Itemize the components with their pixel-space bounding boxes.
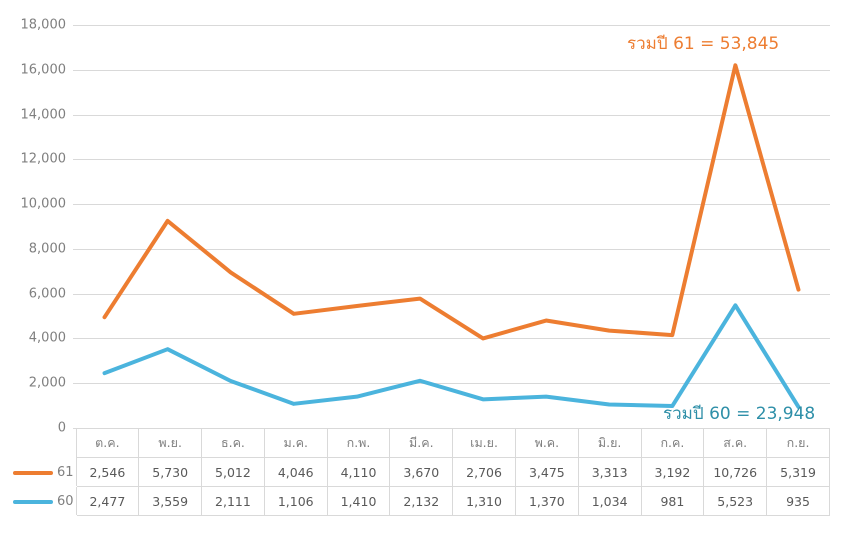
gridline (73, 383, 830, 385)
series-line-61 (102, 63, 801, 341)
legend-cell-60: 60 (8, 486, 77, 516)
table-cell: 2,546 (75, 457, 140, 487)
table-cell: 935 (766, 486, 830, 516)
table-cell: 3,670 (389, 457, 454, 487)
table-col-header: ก.ค. (640, 428, 705, 458)
table-cell: 3,559 (138, 486, 203, 516)
table-cell: 1,310 (452, 486, 516, 516)
table-cell: 3,475 (514, 457, 579, 487)
legend-label: 60 (56, 494, 74, 509)
table-cell: 1,410 (326, 486, 391, 516)
annotation-total-61: รวมปี 61 = 53,845 (627, 34, 780, 54)
gridline (73, 114, 830, 116)
gridline (73, 69, 830, 71)
chart-data-table: ต.ค. พ.ย. ธ.ค. ม.ค. ก.พ. มี.ค. เม.ย. พ.ค. มิ.ย. ก… (8, 428, 830, 516)
gridline (73, 248, 830, 250)
table-col-header: ส.ค. (703, 428, 768, 458)
table-cell: 4,046 (263, 457, 328, 487)
y-axis-tick-label: 16,000 (20, 62, 67, 78)
y-axis-tick-label: 12,000 (20, 151, 67, 167)
table-cell: 1,370 (514, 486, 579, 516)
gridline (73, 338, 830, 340)
y-axis-tick-label: 18,000 (20, 17, 67, 33)
table-header-row: ต.ค. พ.ย. ธ.ค. ม.ค. ก.พ. มี.ค. เม.ย. พ.ค. มิ.ย. ก… (9, 428, 830, 458)
table-col-header: ก.ย. (766, 428, 830, 458)
table-cell: 981 (640, 486, 705, 516)
legend-swatch-icon (12, 499, 53, 504)
table-cell: 2,477 (75, 486, 140, 516)
table-cell: 1,034 (577, 486, 642, 516)
y-axis-tick-label: 14,000 (20, 107, 67, 123)
table-col-header: มี.ค. (389, 428, 454, 458)
table-col-header: มิ.ย. (577, 428, 642, 458)
y-axis-tick-label: 6,000 (28, 286, 66, 302)
y-axis-tick-label: 4,000 (28, 330, 66, 346)
table-body: 61 2,546 5,730 5,012 4,046 4,110 3,670 2,706 3,4… (8, 457, 830, 516)
table-cell: 1,106 (263, 486, 328, 516)
table-col-header: ธ.ค. (201, 428, 265, 458)
series-lines (102, 63, 801, 409)
table-cell: 2,111 (201, 486, 265, 516)
y-axis-tick-label: 8,000 (28, 241, 66, 257)
table-cell: 2,132 (389, 486, 454, 516)
table-cell: 4,110 (326, 457, 391, 487)
gridline (73, 204, 830, 206)
y-axis-tick-label: 2,000 (28, 375, 66, 391)
legend-cell-61: 61 (8, 457, 77, 487)
annotation-total-60: รวมปี 60 = 23,948 (663, 404, 816, 424)
gridline (73, 25, 830, 26)
legend-swatch-icon (12, 470, 53, 475)
gridline (73, 293, 830, 295)
table-cell: 10,726 (703, 457, 768, 487)
table-row: 61 2,546 5,730 5,012 4,046 4,110 3,670 2,706 3,4… (8, 457, 830, 487)
series-line-60 (102, 303, 801, 409)
table-row: 60 2,477 3,559 2,111 1,106 1,410 2,132 1,310 1,3… (8, 486, 830, 516)
table-col-header: ม.ค. (263, 428, 328, 458)
table-col-header: ต.ค. (75, 428, 140, 458)
table-col-header: พ.ค. (514, 428, 579, 458)
table-corner-cell (9, 429, 77, 458)
table-cell: 3,192 (640, 457, 705, 487)
y-axis-tick-label: 0 (57, 420, 66, 436)
gridline (73, 159, 830, 161)
y-axis: 18,000 16,000 14,000 12,000 10,000 8,000 6,000… (0, 18, 67, 436)
table-col-header: ก.พ. (326, 428, 391, 458)
table-col-header: พ.ย. (138, 428, 203, 458)
y-axis-tick-label: 10,000 (20, 196, 67, 212)
table-cell: 2,706 (452, 457, 516, 487)
table-col-header: เม.ย. (452, 428, 516, 458)
legend-label: 61 (56, 465, 74, 480)
table-cell: 5,319 (766, 457, 830, 487)
table-cell: 5,012 (201, 457, 265, 487)
plot-area (73, 25, 830, 429)
table-cell: 5,523 (703, 486, 768, 516)
table-cell: 3,313 (577, 457, 642, 487)
table-cell: 5,730 (138, 457, 203, 487)
